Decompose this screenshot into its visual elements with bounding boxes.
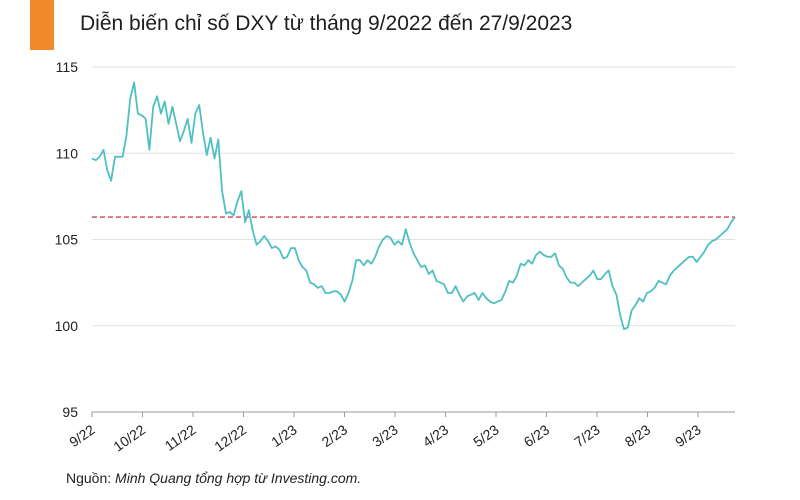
x-tick-label: 12/22 <box>211 421 249 454</box>
x-tick-label: 9/23 <box>672 421 704 450</box>
y-axis-ticks: 95 100 105 110 115 <box>55 59 79 420</box>
x-tick-label: 10/22 <box>110 421 148 454</box>
title-accent-bar <box>30 0 54 50</box>
y-tick-label: 100 <box>55 318 79 334</box>
y-tick-label: 105 <box>55 232 79 248</box>
x-tick-label: 2/23 <box>319 421 351 450</box>
source-text: Minh Quang tổng hợp từ Investing.com. <box>115 470 362 486</box>
gridlines <box>92 66 735 327</box>
x-tick-label: 1/23 <box>268 421 300 450</box>
x-tick-label: 3/23 <box>369 421 401 450</box>
y-tick-label: 95 <box>62 404 78 420</box>
series-group <box>91 81 736 331</box>
dxy-series-line <box>91 81 736 331</box>
y-tick-label: 110 <box>56 145 79 161</box>
x-tick-label: 11/22 <box>162 421 199 454</box>
x-tick-label: 4/23 <box>420 421 452 450</box>
y-tick-label: 115 <box>56 59 79 75</box>
x-tick-label: 6/23 <box>521 421 553 450</box>
x-tick-label: 7/23 <box>571 421 603 450</box>
chart-title: Diễn biến chỉ số DXY từ tháng 9/2022 đến… <box>80 12 573 35</box>
x-tick-label: 9/22 <box>66 421 98 450</box>
x-tick-label: 8/23 <box>622 421 654 450</box>
source-label: Nguồn: <box>66 470 112 486</box>
x-axis: 9/22 10/22 11/22 12/22 1/23 2/23 3/23 4/23 5/23 6… <box>66 411 735 455</box>
source-note: Nguồn: Minh Quang tổng hợp từ Investing.… <box>66 470 361 486</box>
x-tick-label: 5/23 <box>470 421 502 450</box>
